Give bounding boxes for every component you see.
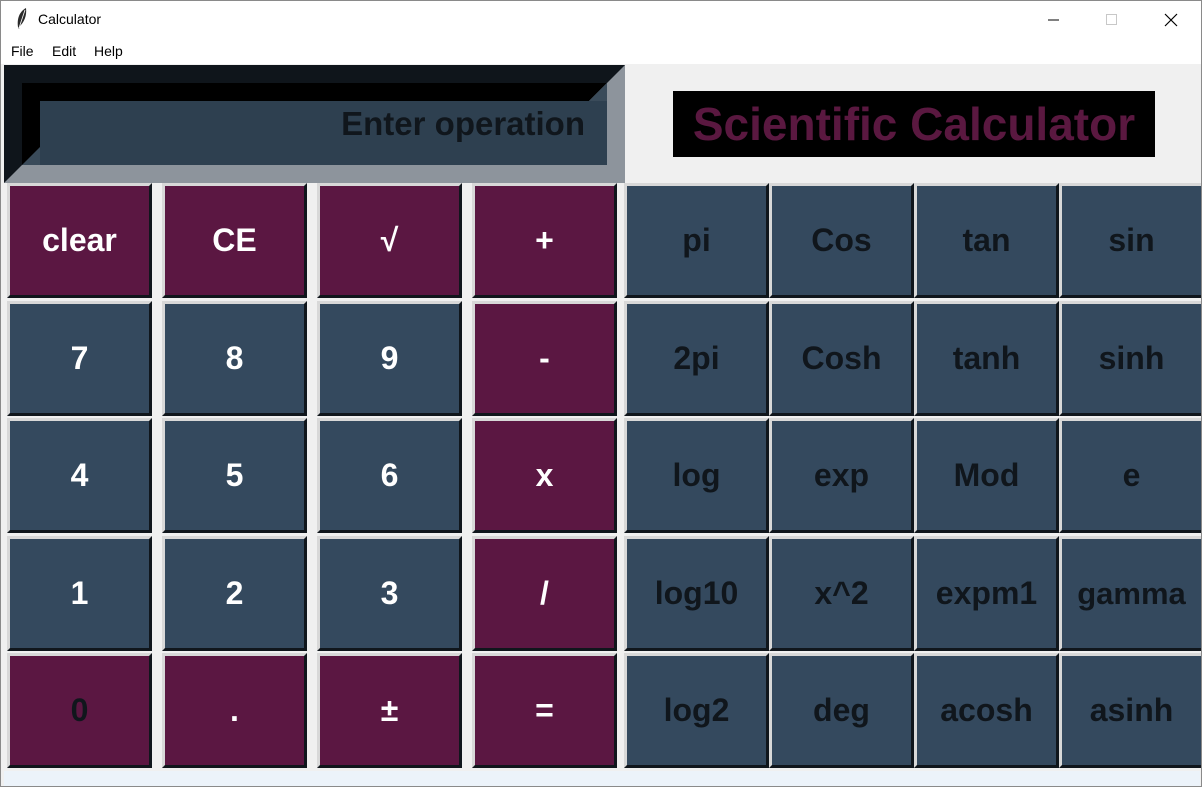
1-button[interactable]: 1 — [7, 536, 152, 651]
0-button[interactable]: 0 — [7, 653, 152, 768]
log10-button[interactable]: log10 — [624, 536, 769, 651]
display-bevel — [4, 65, 625, 183]
sqrt-button[interactable]: √ — [317, 183, 462, 298]
5-button[interactable]: 5 — [162, 418, 307, 533]
window-title: Calculator — [38, 11, 102, 27]
close-button[interactable] — [1142, 1, 1200, 38]
acosh-button[interactable]: acosh — [914, 653, 1059, 768]
multiply-button[interactable]: x — [472, 418, 617, 533]
asinh-button[interactable]: asinh — [1059, 653, 1201, 768]
equals-button[interactable]: = — [472, 653, 617, 768]
calculator-heading: Scientific Calculator — [673, 91, 1155, 157]
minus-button[interactable]: - — [472, 301, 617, 416]
decimal-button[interactable]: . — [162, 653, 307, 768]
title-bar: Calculator — [1, 1, 1201, 38]
divide-button[interactable]: / — [472, 536, 617, 651]
minimize-icon — [1048, 19, 1059, 20]
display-entry[interactable]: Enter operation — [22, 83, 607, 165]
ce-button[interactable]: CE — [162, 183, 307, 298]
sin-button[interactable]: sin — [1059, 183, 1201, 298]
bottom-strip — [4, 771, 1200, 786]
sinh-button[interactable]: sinh — [1059, 301, 1201, 416]
clear-button[interactable]: clear — [7, 183, 152, 298]
9-button[interactable]: 9 — [317, 301, 462, 416]
log2-button[interactable]: log2 — [624, 653, 769, 768]
menu-edit[interactable]: Edit — [52, 43, 77, 59]
4-button[interactable]: 4 — [7, 418, 152, 533]
maximize-button[interactable] — [1083, 1, 1141, 38]
minimize-button[interactable] — [1025, 1, 1083, 38]
6-button[interactable]: 6 — [317, 418, 462, 533]
menu-file[interactable]: File — [11, 43, 34, 59]
maximize-icon — [1106, 13, 1117, 25]
cosh-button[interactable]: Cosh — [769, 301, 914, 416]
x-2-button[interactable]: x^2 — [769, 536, 914, 651]
tan-button[interactable]: tan — [914, 183, 1059, 298]
expm1-button[interactable]: expm1 — [914, 536, 1059, 651]
gamma-button[interactable]: gamma — [1059, 536, 1201, 651]
e-button[interactable]: e — [1059, 418, 1201, 533]
7-button[interactable]: 7 — [7, 301, 152, 416]
2-button[interactable]: 2 — [162, 536, 307, 651]
display-frame: Enter operation — [4, 65, 625, 183]
mod-button[interactable]: Mod — [914, 418, 1059, 533]
plus-minus-button[interactable]: ± — [317, 653, 462, 768]
feather-icon — [17, 8, 27, 29]
log-button[interactable]: log — [624, 418, 769, 533]
display-text: Enter operation — [341, 105, 585, 142]
2pi-button[interactable]: 2pi — [624, 301, 769, 416]
close-icon — [1164, 13, 1178, 26]
3-button[interactable]: 3 — [317, 536, 462, 651]
pi-button[interactable]: pi — [624, 183, 769, 298]
cos-button[interactable]: Cos — [769, 183, 914, 298]
menu-bar: File Edit Help — [1, 38, 1201, 64]
plus-button[interactable]: + — [472, 183, 617, 298]
exp-button[interactable]: exp — [769, 418, 914, 533]
menu-help[interactable]: Help — [94, 43, 123, 59]
tanh-button[interactable]: tanh — [914, 301, 1059, 416]
deg-button[interactable]: deg — [769, 653, 914, 768]
8-button[interactable]: 8 — [162, 301, 307, 416]
